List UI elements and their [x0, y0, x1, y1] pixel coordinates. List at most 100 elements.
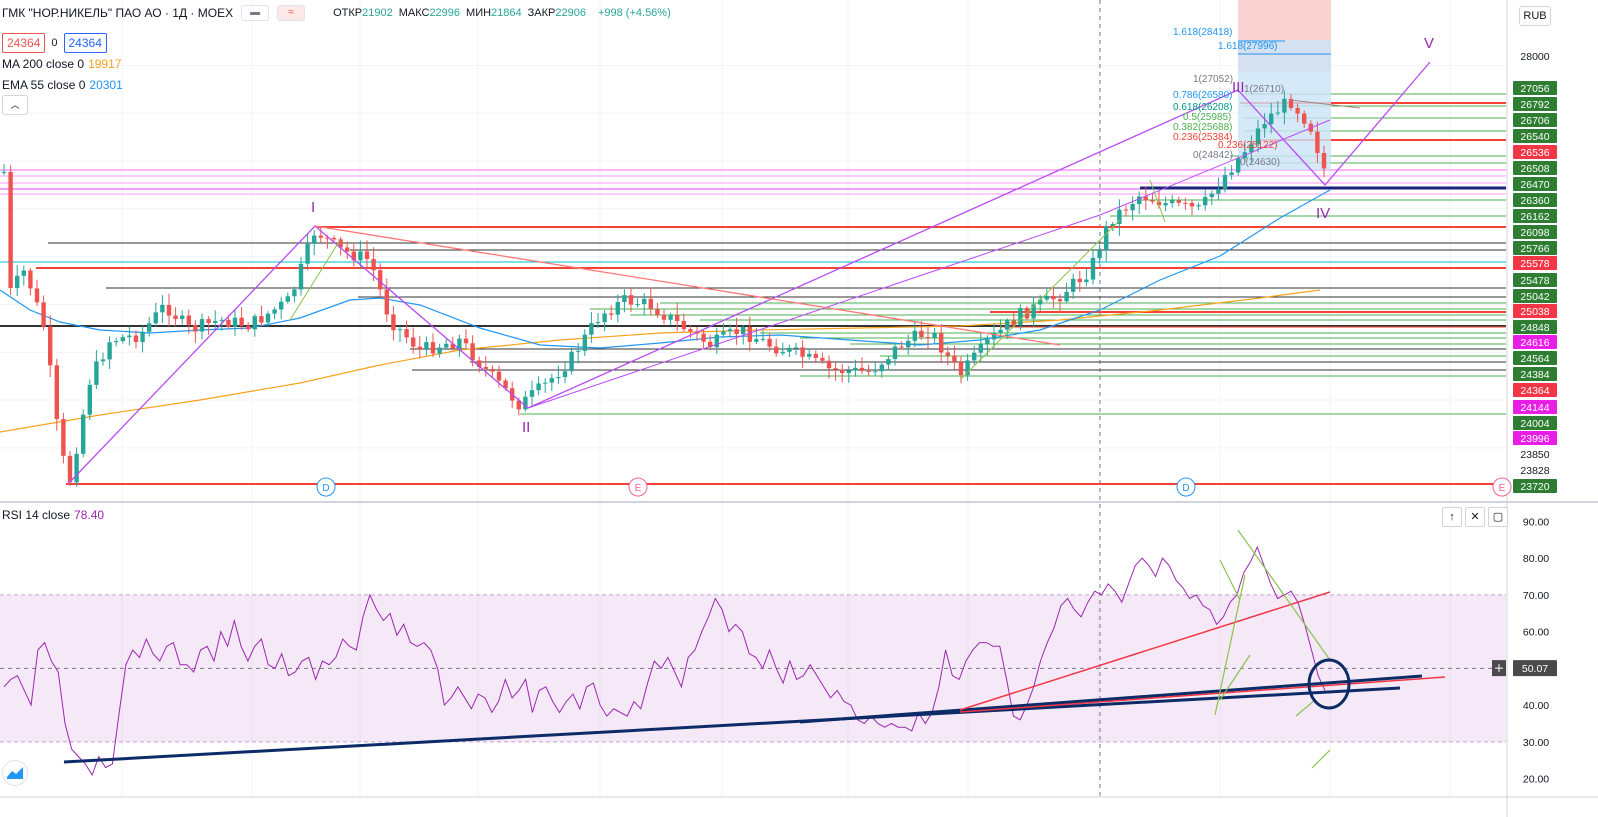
candle-body — [760, 338, 766, 340]
event-marker-circle — [628, 477, 648, 497]
wave-label: V — [1424, 35, 1434, 52]
candle-body — [1084, 279, 1089, 283]
event-marker-label: E — [1499, 483, 1506, 494]
price-axis-label: 27056 — [1520, 83, 1549, 95]
candle-body — [41, 302, 46, 327]
candle-body — [569, 351, 574, 372]
candle-body — [1262, 124, 1267, 129]
candle-body — [675, 315, 680, 321]
earnings-marker[interactable]: E — [628, 477, 648, 497]
candle-body — [1295, 108, 1300, 114]
candle-body — [153, 312, 158, 324]
candle-body — [490, 368, 495, 372]
ema-legend[interactable]: EMA 55 close 0 20301 — [2, 78, 123, 92]
rsi-axis-label: 90.00 — [1523, 516, 1549, 528]
fib-label: 1.618(28418) — [1173, 27, 1233, 38]
candle-body — [437, 347, 442, 354]
candle-body — [1216, 189, 1221, 194]
cursor-value-badge — [1513, 660, 1557, 677]
rsi-trend-line-green — [1219, 654, 1251, 701]
fib-label: 1(26710) — [1244, 84, 1284, 95]
price-axis-label: 26360 — [1520, 195, 1549, 207]
candle-body — [1222, 175, 1228, 190]
trend-line-green — [289, 239, 341, 321]
price-axis-label: 26162 — [1520, 211, 1549, 223]
candle-body — [998, 329, 1003, 334]
candle-body — [1137, 196, 1142, 205]
price-axis-badge — [1513, 320, 1557, 334]
trend-line-green — [1149, 179, 1166, 223]
candle-body — [807, 353, 812, 357]
price-axis-badge — [1513, 161, 1557, 175]
candle-body — [331, 237, 337, 240]
dividend-marker[interactable]: D — [1176, 477, 1196, 497]
candle-body — [1203, 197, 1208, 206]
candle-body — [1104, 225, 1109, 251]
candle-body — [727, 329, 733, 332]
earnings-marker[interactable]: E — [1492, 477, 1512, 497]
candle-body — [1038, 299, 1043, 305]
ask-badge[interactable]: 24364 — [63, 33, 107, 53]
rsi-axis-label: 70.00 — [1523, 590, 1549, 602]
candle-body — [15, 275, 20, 289]
price-axis-badge — [1513, 129, 1557, 143]
candle-body — [543, 382, 548, 384]
rsi-legend[interactable]: RSI 14 close 78.40 — [2, 508, 105, 522]
candle-body — [503, 380, 508, 389]
move-pane-up-button[interactable]: ↑ — [1442, 507, 1462, 527]
candle-body — [219, 319, 224, 321]
cursor-value-label: 50.07 — [1522, 663, 1548, 675]
price-axis-badge — [1513, 367, 1557, 381]
candle-body — [417, 346, 422, 350]
rsi-highlight-circle — [1307, 658, 1351, 710]
rsi-trend-line-green — [1237, 529, 1331, 661]
ohlc-value: 21864 — [491, 7, 522, 19]
rsi-trend-line-navy — [799, 674, 1423, 724]
candle-body — [582, 334, 587, 351]
drawings — [67, 61, 1431, 485]
maximize-pane-button[interactable]: ▢ — [1488, 507, 1508, 527]
candle-body — [1143, 196, 1148, 201]
price-axis-label: 26470 — [1520, 179, 1549, 191]
rsi-axis-label: 60.00 — [1523, 627, 1549, 639]
symbol-toggle[interactable]: ≈ — [277, 4, 306, 21]
candle-body — [1, 171, 7, 173]
candle-body — [985, 339, 990, 344]
candle-body — [813, 353, 818, 358]
candle-body — [899, 346, 904, 348]
ma-legend[interactable]: MA 200 close 0 19917 — [2, 57, 122, 71]
candle-body — [1229, 172, 1234, 176]
candle-body — [523, 396, 528, 410]
rsi-trend-line-red — [959, 676, 1446, 713]
rsi-pane — [0, 529, 1506, 777]
candle-body — [114, 341, 119, 343]
ohlc-values: ОТКР21902 МАКС22996 МИН21864 ЗАКР22906 — [333, 4, 592, 21]
candle-body — [1302, 113, 1307, 124]
price-axis-label: 24364 — [1520, 385, 1549, 397]
candle-body — [965, 360, 970, 376]
candle-body — [140, 331, 145, 343]
rsi-axis-label: 20.00 — [1523, 774, 1549, 786]
candle-body — [279, 301, 284, 310]
close-pane-button[interactable]: ✕ — [1465, 507, 1485, 527]
currency-button[interactable]: RUB — [1519, 6, 1551, 26]
dividend-marker[interactable]: D — [316, 477, 336, 497]
candle-body — [61, 419, 66, 456]
bid-badge[interactable]: 24364 — [2, 33, 46, 53]
candle-body — [206, 319, 211, 323]
candle-body — [681, 320, 686, 330]
candle-body — [1051, 295, 1056, 300]
price-axis: 28000 27056 26792 26706 26540 26536 26508 26470… — [1513, 51, 1557, 493]
price-axis-badge — [1513, 193, 1557, 207]
collapse-legend-button[interactable]: ︿ — [2, 95, 28, 115]
candle-body — [450, 343, 455, 349]
candle-body — [1249, 144, 1254, 153]
candle-body — [615, 302, 620, 315]
chart-legend: ГМК "НОР.НИКЕЛЬ" ПАО АО · 1Д · MOEX ▬ ≈ … — [2, 4, 671, 53]
candle-body — [100, 359, 106, 362]
rsi-trend-line-red — [959, 591, 1331, 711]
compare-toggle[interactable]: ▬ — [241, 4, 270, 21]
